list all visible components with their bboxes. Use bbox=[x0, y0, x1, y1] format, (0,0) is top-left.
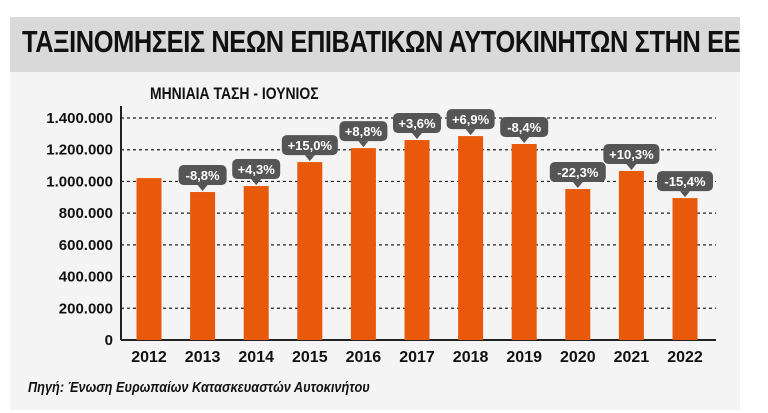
change-label-pointer bbox=[197, 185, 208, 192]
change-label: -15,4% bbox=[664, 174, 706, 189]
bar-2017 bbox=[404, 140, 430, 340]
y-tick-label: 400.000 bbox=[59, 269, 113, 286]
x-tick-label: 2019 bbox=[506, 349, 542, 366]
chart-subtitle: ΜΗΝΙΑΙΑ ΤΑΣΗ - ΙΟΥΝΙΟΣ bbox=[150, 84, 319, 103]
title-bar bbox=[10, 17, 740, 72]
bar-2016 bbox=[350, 148, 376, 340]
change-label: +8,8% bbox=[345, 124, 383, 139]
bar-2022 bbox=[672, 198, 698, 340]
y-tick-label: 0 bbox=[105, 332, 113, 349]
bar-2014 bbox=[243, 186, 269, 340]
source-note: Πηγή: Ένωση Ευρωπαίων Κατασκευαστών Αυτο… bbox=[28, 379, 370, 396]
change-label-pointer bbox=[304, 155, 315, 162]
change-label-bubble bbox=[500, 117, 549, 138]
change-label: +15,0% bbox=[288, 138, 333, 153]
chart-title: ΤΑΞΙΝΟΜΗΣΕΙΣ ΝΕΩΝ ΕΠΙΒΑΤΙΚΩΝ ΑΥΤΟΚΙΝΗΤΩΝ… bbox=[22, 24, 741, 59]
x-tick-label: 2012 bbox=[131, 349, 167, 366]
change-label-pointer bbox=[519, 137, 530, 144]
change-label-pointer bbox=[465, 129, 476, 136]
y-tick-label: 1.200.000 bbox=[46, 142, 113, 159]
change-label-pointer bbox=[358, 141, 369, 148]
change-label: +4,3% bbox=[238, 162, 276, 177]
change-label: -8,8% bbox=[186, 168, 220, 183]
x-tick-label: 2021 bbox=[614, 349, 650, 366]
y-tick-label: 800.000 bbox=[59, 205, 113, 222]
x-tick-label: 2015 bbox=[292, 349, 328, 366]
x-tick-label: 2022 bbox=[667, 349, 703, 366]
x-tick-label: 2018 bbox=[453, 349, 489, 366]
bar-2013 bbox=[190, 192, 216, 340]
change-label-pointer bbox=[572, 182, 583, 189]
change-label-bubble bbox=[178, 165, 227, 186]
change-label-bubble bbox=[446, 109, 495, 130]
change-label-bubble bbox=[393, 113, 441, 134]
bar-2021 bbox=[618, 170, 644, 340]
x-tick-label: 2014 bbox=[238, 349, 274, 366]
x-tick-label: 2013 bbox=[185, 349, 221, 366]
change-label: +10,3% bbox=[609, 147, 654, 162]
change-label-bubble bbox=[657, 171, 713, 192]
bar-2020 bbox=[565, 189, 591, 340]
change-label-bubble bbox=[339, 121, 388, 142]
change-label: +3,6% bbox=[398, 116, 436, 131]
change-label-bubble bbox=[549, 162, 606, 183]
bar-2015 bbox=[297, 162, 323, 340]
y-tick-label: 200.000 bbox=[59, 300, 113, 317]
change-label-pointer bbox=[626, 163, 637, 170]
change-label-bubble bbox=[603, 143, 660, 164]
x-tick-label: 2020 bbox=[560, 349, 596, 366]
x-tick-label: 2016 bbox=[346, 349, 382, 366]
bar-2012 bbox=[136, 178, 162, 340]
change-label-pointer bbox=[412, 133, 422, 140]
y-tick-label: 1.400.000 bbox=[46, 110, 113, 127]
change-label: +6,9% bbox=[452, 112, 490, 127]
change-label: -22,3% bbox=[557, 165, 599, 180]
change-label-bubble bbox=[232, 159, 281, 180]
bar-2018 bbox=[458, 136, 484, 340]
change-label: -8,4% bbox=[507, 120, 541, 135]
change-label-pointer bbox=[680, 191, 690, 198]
bar-2019 bbox=[511, 144, 537, 340]
y-tick-label: 600.000 bbox=[59, 237, 113, 254]
change-label-bubble bbox=[281, 135, 338, 156]
y-tick-label: 1.000.000 bbox=[46, 173, 113, 190]
x-tick-label: 2017 bbox=[399, 349, 435, 366]
change-label-pointer bbox=[251, 179, 262, 186]
